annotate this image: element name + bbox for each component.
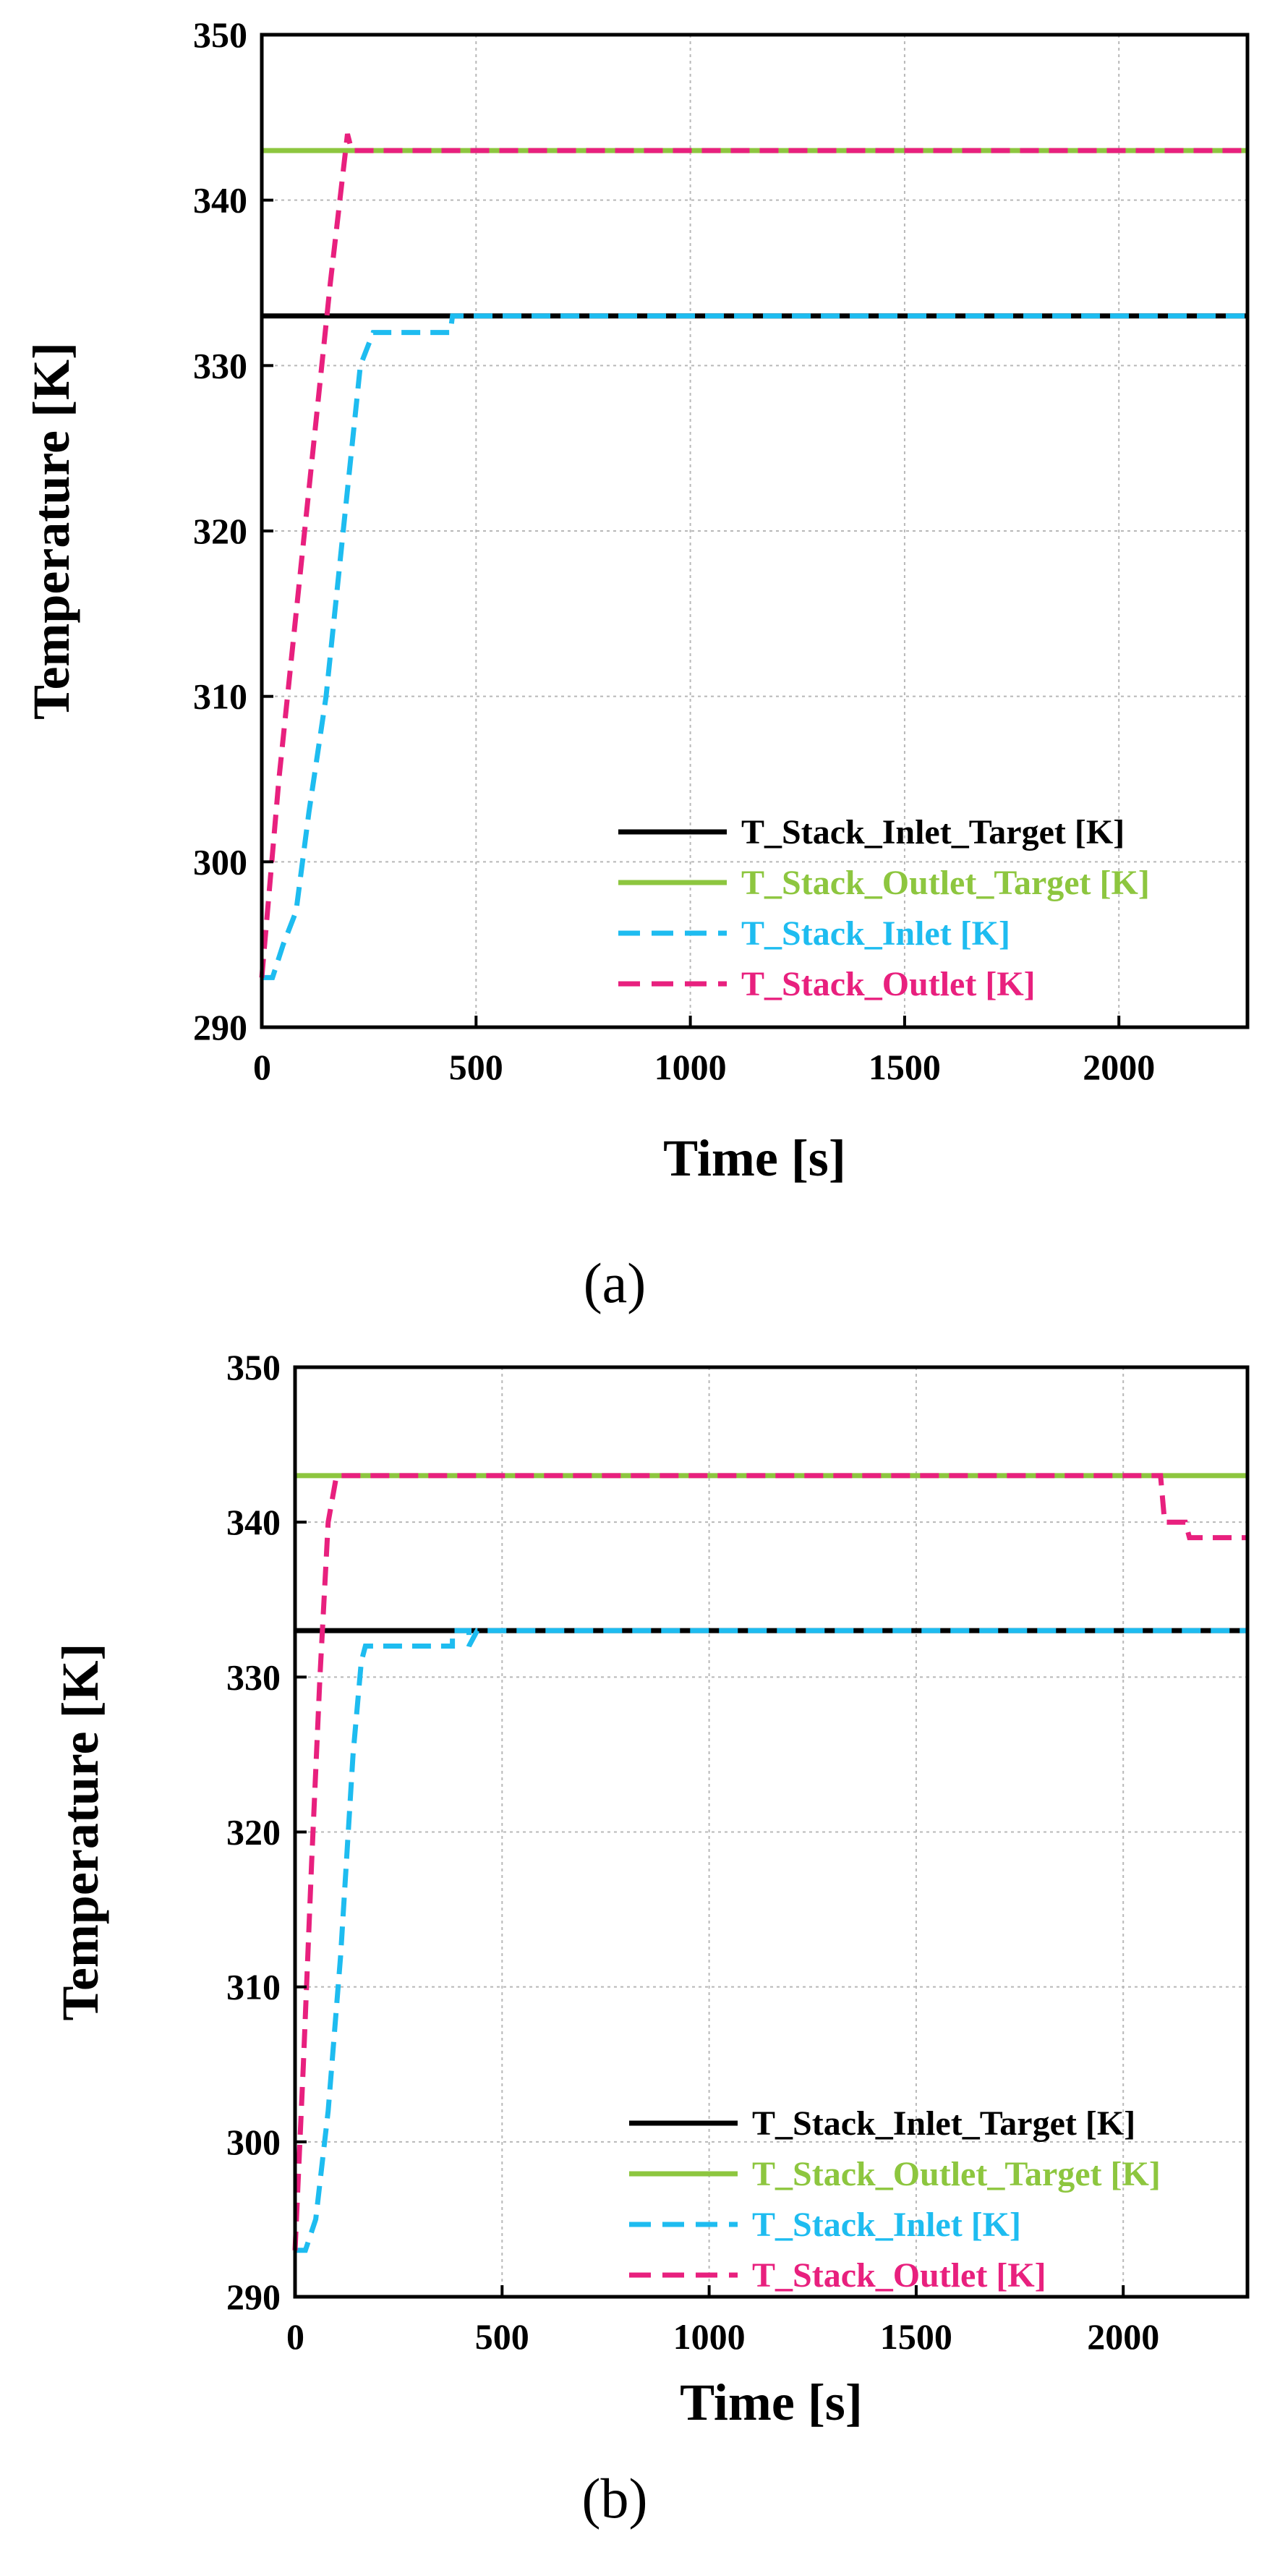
chart-b-ytick-label: 340 <box>226 1502 281 1542</box>
chart-b-legend-label-t-stack-outlet-target-k: T_Stack_Outlet_Target [K] <box>752 2155 1161 2193</box>
chart-a-legend-label-t-stack-inlet-k: T_Stack_Inlet [K] <box>741 914 1010 953</box>
chart-panel-b: 0 500 1000 1500 2000 290 300 310 320 330 340 350 Tim… <box>51 1347 1250 2530</box>
chart-b-series-t-stack-inlet-k <box>295 1628 1247 2253</box>
chart-a-xtick-label: 0 <box>253 1047 271 1087</box>
chart-a-y-axis-label: Temperature [K] <box>22 342 80 720</box>
chart-a-xtick-label: 1500 <box>869 1047 941 1087</box>
chart-b-legend-label-t-stack-inlet-target-k: T_Stack_Inlet_Target [K] <box>752 2104 1135 2143</box>
chart-b-ytick-label: 330 <box>226 1657 281 1697</box>
chart-a-caption: (a) <box>584 1251 647 1314</box>
chart-a-ytick-label: 330 <box>193 345 247 386</box>
chart-b-ytick-label: 290 <box>226 2277 281 2317</box>
chart-b-ytick-label: 350 <box>226 1347 281 1387</box>
chart-panel-a: 0 500 1000 1500 2000 290 300 310 320 330 340 350 Tim… <box>22 14 1250 1314</box>
chart-b-legend-label-t-stack-outlet-k: T_Stack_Outlet [K] <box>752 2256 1046 2295</box>
chart-b-xtick-label: 1500 <box>880 2316 952 2357</box>
chart-b-series-t-stack-outlet-k <box>292 1473 1247 2250</box>
chart-b-legend-label-t-stack-inlet-k: T_Stack_Inlet [K] <box>752 2206 1021 2244</box>
chart-b-y-axis-label: Temperature [K] <box>51 1644 109 2021</box>
chart-a-ytick-label: 310 <box>193 676 247 717</box>
chart-a-xtick-label: 2000 <box>1083 1047 1155 1087</box>
chart-a-legend-label-t-stack-outlet-target-k: T_Stack_Outlet_Target [K] <box>741 864 1150 902</box>
chart-a-x-axis-label: Time [s] <box>663 1129 846 1187</box>
chart-a-ytick-label: 290 <box>193 1007 247 1047</box>
chart-b-caption: (b) <box>582 2467 648 2530</box>
chart-a-xtick-label: 500 <box>449 1047 503 1087</box>
chart-a-series-t-stack-inlet-k <box>262 313 1247 980</box>
chart-b-xtick-label: 0 <box>286 2316 304 2357</box>
chart-b-x-axis-label: Time [s] <box>680 2373 863 2431</box>
chart-b-xtick-label: 500 <box>475 2316 529 2357</box>
chart-b-xtick-label: 2000 <box>1087 2316 1159 2357</box>
chart-a-legend-label-t-stack-inlet-target-k: T_Stack_Inlet_Target [K] <box>741 813 1125 851</box>
chart-a-legend: T_Stack_Inlet_Target [K] T_Stack_Outlet_T… <box>618 813 1150 1003</box>
chart-a-xtick-label: 1000 <box>654 1047 727 1087</box>
chart-a-ytick-label: 350 <box>193 14 247 55</box>
chart-a-series-t-stack-outlet-k <box>259 133 1247 978</box>
chart-b-xtick-label: 1000 <box>673 2316 746 2357</box>
chart-b-ytick-label: 310 <box>226 1967 281 2007</box>
chart-a-ytick-label: 300 <box>193 841 247 882</box>
chart-a-ytick-label: 320 <box>193 511 247 551</box>
chart-b-legend: T_Stack_Inlet_Target [K] T_Stack_Outlet_T… <box>629 2104 1161 2295</box>
chart-b-ytick-label: 320 <box>226 1812 281 1853</box>
chart-a-ytick-label: 340 <box>193 180 247 221</box>
chart-a-legend-label-t-stack-outlet-k: T_Stack_Outlet [K] <box>741 965 1036 1003</box>
chart-b-ytick-label: 300 <box>226 2122 281 2162</box>
